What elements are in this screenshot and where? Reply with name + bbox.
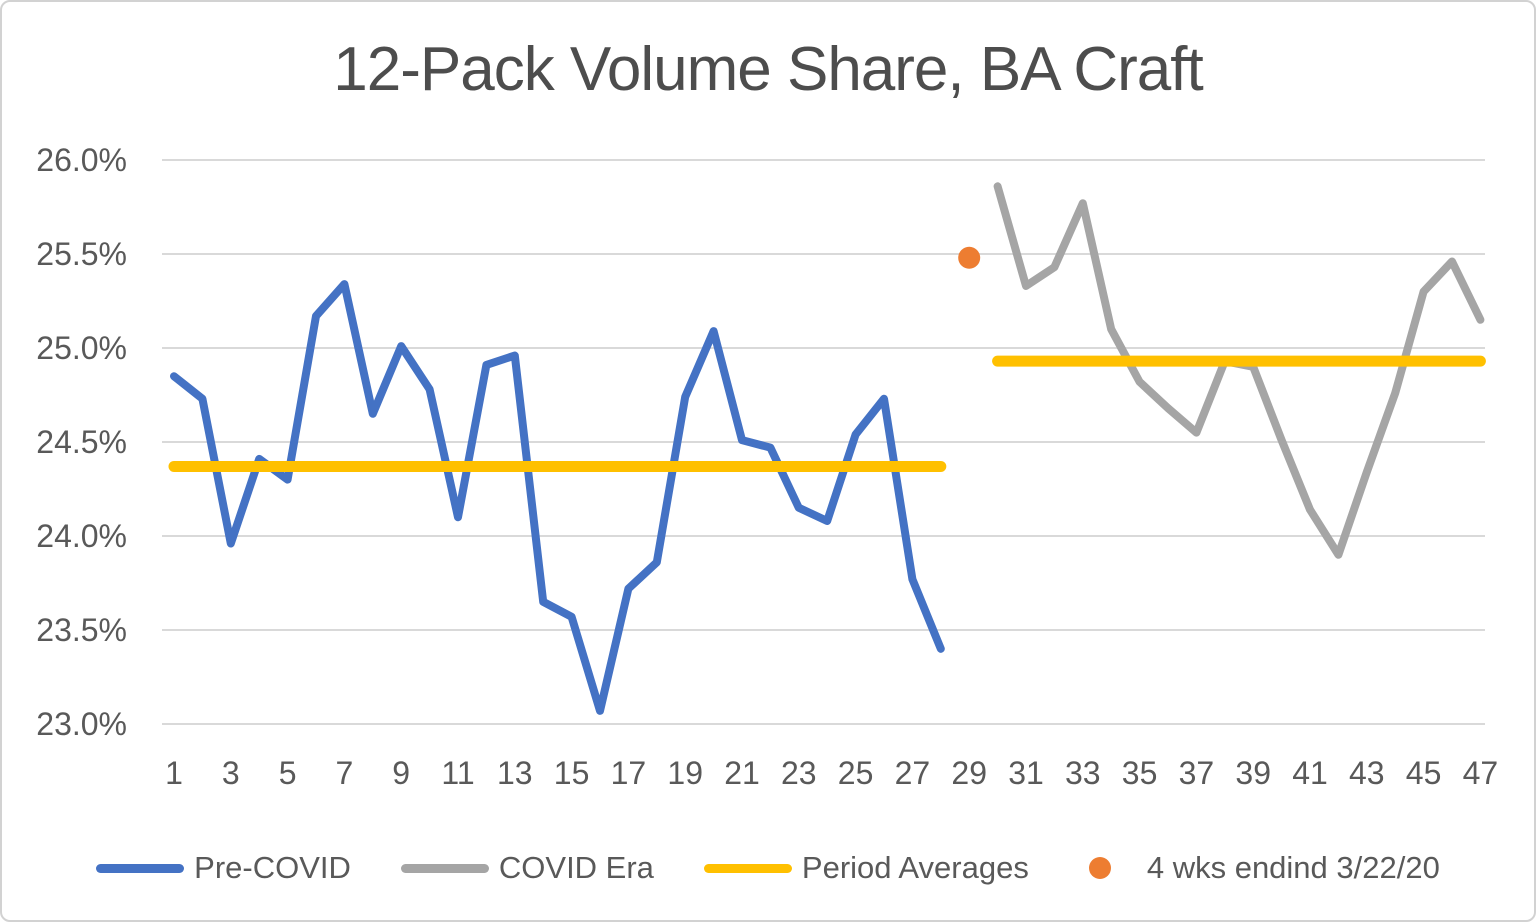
legend-line-marker	[400, 863, 489, 873]
x-axis-tick-label: 1	[165, 755, 183, 791]
x-axis-tick-label: 47	[1463, 755, 1499, 791]
y-axis-tick-label: 25.0%	[36, 330, 127, 366]
legend-item-pre-covid: Pre-COVID	[96, 850, 351, 886]
x-axis-tick-label: 35	[1122, 755, 1158, 791]
y-axis-tick-label: 25.5%	[36, 236, 127, 272]
x-axis-tick-label: 7	[336, 755, 354, 791]
x-axis-tick-label: 25	[838, 755, 874, 791]
x-axis-tick-label: 11	[441, 755, 474, 791]
x-axis-tick-label: 9	[392, 755, 410, 791]
x-axis-tick-label: 5	[279, 755, 297, 791]
legend-item-covid-era: COVID Era	[400, 850, 654, 886]
chart-title: 12-Pack Volume Share, BA Craft	[333, 35, 1203, 104]
series-pre-covid	[170, 280, 945, 715]
x-axis-tick-label: 33	[1065, 755, 1101, 791]
highlight-point-4-wks-endind-3-22-20	[958, 246, 981, 269]
x-axis-tick-label: 3	[222, 755, 240, 791]
y-axis-tick-label: 26.0%	[36, 142, 127, 178]
x-axis-tick-label: 27	[895, 755, 931, 791]
chart-legend: Pre-COVID COVID Era Period Averages 4 wks e…	[2, 850, 1534, 886]
y-axis-tick-label: 24.5%	[36, 424, 127, 460]
legend-line-marker	[96, 863, 185, 873]
x-axis-tick-label: 29	[951, 755, 987, 791]
x-axis-tick-label: 39	[1235, 755, 1271, 791]
x-axis-tick-label: 17	[611, 755, 647, 791]
legend-item-4-wks-endind-3-22-20: 4 wks endind 3/22/20	[1079, 850, 1440, 886]
x-axis-tick-label: 13	[497, 755, 533, 791]
legend-label: COVID Era	[498, 850, 654, 885]
legend-line-marker	[703, 863, 792, 873]
x-axis-tick-label: 37	[1179, 755, 1215, 791]
legend-label: Period Averages	[801, 850, 1029, 885]
x-axis-tick-label: 45	[1406, 755, 1442, 791]
legend-dot-marker	[1088, 857, 1111, 879]
series-covid-era	[993, 182, 1485, 559]
legend-item-period-averages: Period Averages	[703, 850, 1029, 886]
y-axis-tick-label: 24.0%	[36, 518, 127, 554]
x-axis-tick-label: 43	[1349, 755, 1385, 791]
x-axis-tick-label: 41	[1292, 755, 1328, 791]
x-axis-tick-label: 19	[667, 755, 703, 791]
legend-label: Pre-COVID	[194, 850, 351, 885]
x-axis-tick-label: 15	[554, 755, 590, 791]
x-axis-tick-label: 31	[1008, 755, 1044, 791]
y-axis-tick-label: 23.5%	[36, 612, 127, 648]
y-axis-tick-label: 23.0%	[36, 706, 127, 742]
legend-label: 4 wks endind 3/22/20	[1146, 850, 1440, 885]
x-axis-tick-label: 23	[781, 755, 817, 791]
x-axis-tick-label: 21	[724, 755, 760, 791]
